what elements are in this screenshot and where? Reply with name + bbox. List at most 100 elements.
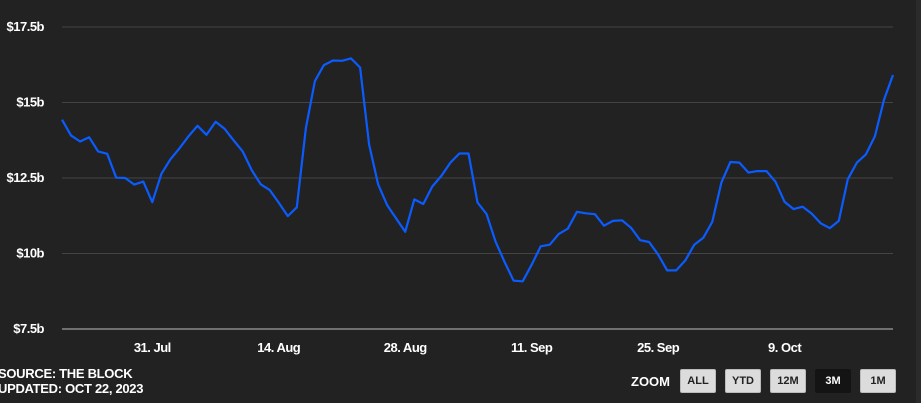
data-point[interactable] [546,241,554,249]
data-point[interactable] [293,203,301,211]
data-point[interactable] [699,234,707,242]
zoom-1m-button[interactable]: 1M [860,369,896,393]
data-point[interactable] [826,224,834,232]
data-point[interactable] [573,208,581,216]
data-point[interactable] [492,238,500,246]
data-point[interactable] [790,205,798,213]
data-point[interactable] [139,178,147,186]
data-point[interactable] [501,258,509,266]
data-point[interactable] [94,147,102,155]
data-point[interactable] [627,224,635,232]
data-point[interactable] [383,201,391,209]
data-point[interactable] [609,217,617,225]
y-axis-labels: $7.5b $10b $12.5b $15b $17.5b [7,19,46,336]
data-point[interactable] [799,203,807,211]
data-point[interactable] [654,251,662,259]
data-point[interactable] [528,261,536,269]
data-point[interactable] [428,182,436,190]
data-point[interactable] [112,174,120,182]
data-point[interactable] [148,198,156,206]
data-point[interactable] [401,228,409,236]
data-point[interactable] [645,238,653,246]
data-point[interactable] [537,242,545,250]
data-point[interactable] [464,150,472,158]
data-point[interactable] [121,174,129,182]
data-point[interactable] [130,181,138,189]
data-point[interactable] [474,198,482,206]
data-point[interactable] [772,178,780,186]
data-point[interactable] [58,116,66,124]
zoom-12m-button[interactable]: 12M [770,369,806,393]
data-point[interactable] [320,61,328,69]
data-point[interactable] [266,186,274,194]
data-point[interactable] [871,132,879,140]
data-point[interactable] [618,216,626,224]
data-point[interactable] [844,175,852,183]
data-point[interactable] [600,222,608,230]
data-point[interactable] [410,195,418,203]
data-point[interactable] [781,198,789,206]
data-point[interactable] [817,219,825,227]
data-point[interactable] [338,57,346,65]
data-point[interactable] [726,158,734,166]
data-point[interactable] [392,214,400,222]
data-point[interactable] [365,140,373,148]
data-point[interactable] [835,217,843,225]
data-point[interactable] [519,277,527,285]
data-point[interactable] [483,210,491,218]
data-point[interactable] [356,63,364,71]
data-point[interactable] [374,180,382,188]
data-point[interactable] [67,131,75,139]
data-point[interactable] [744,169,752,177]
data-point[interactable] [808,210,816,218]
data-point[interactable] [347,54,355,62]
data-point[interactable] [230,136,238,144]
data-point[interactable] [184,132,192,140]
data-point[interactable] [284,212,292,220]
series-points [58,54,897,285]
data-point[interactable] [221,125,229,133]
data-point[interactable] [157,170,165,178]
data-point[interactable] [275,199,283,207]
zoom-ytd-button[interactable]: YTD [725,369,761,393]
data-point[interactable] [582,209,590,217]
data-point[interactable] [329,57,337,65]
data-point[interactable] [754,167,762,175]
data-point[interactable] [735,159,743,167]
data-point[interactable] [455,150,463,158]
data-point[interactable] [708,218,716,226]
zoom-3m-button[interactable]: 3M [815,369,851,393]
data-point[interactable] [419,200,427,208]
data-point[interactable] [591,210,599,218]
data-point[interactable] [166,155,174,163]
data-point[interactable] [311,77,319,85]
data-point[interactable] [193,122,201,130]
data-point[interactable] [239,147,247,155]
data-point[interactable] [564,225,572,233]
data-point[interactable] [681,256,689,264]
data-point[interactable] [302,124,310,132]
data-point[interactable] [76,137,84,145]
data-point[interactable] [672,266,680,274]
data-point[interactable] [248,166,256,174]
data-point[interactable] [555,230,563,238]
data-point[interactable] [690,241,698,249]
data-point[interactable] [717,179,725,187]
data-point[interactable] [212,118,220,126]
data-point[interactable] [862,150,870,158]
data-point[interactable] [880,96,888,104]
data-point[interactable] [85,133,93,141]
data-point[interactable] [257,180,265,188]
data-point[interactable] [510,277,518,285]
data-point[interactable] [889,71,897,79]
data-point[interactable] [763,167,771,175]
data-point[interactable] [446,159,454,167]
data-point[interactable] [103,150,111,158]
data-point[interactable] [663,266,671,274]
data-point[interactable] [853,159,861,167]
zoom-all-button[interactable]: ALL [680,369,716,393]
data-point[interactable] [203,131,211,139]
data-point[interactable] [437,172,445,180]
data-point[interactable] [636,236,644,244]
data-point[interactable] [175,144,183,152]
